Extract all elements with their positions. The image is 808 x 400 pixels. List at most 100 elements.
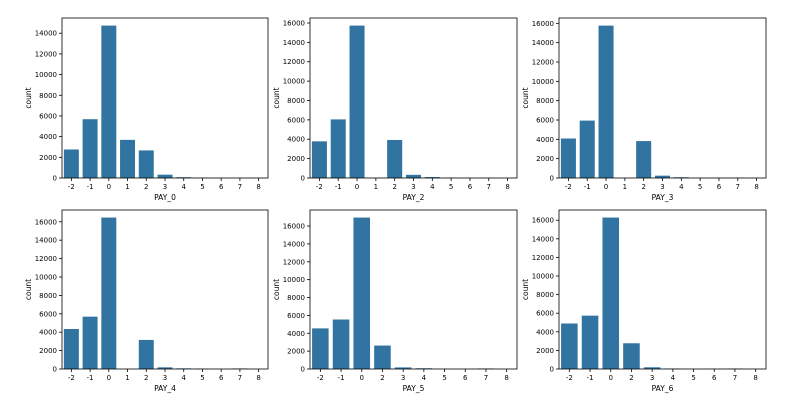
bar-3	[654, 175, 671, 178]
x-tick-label: 3	[163, 374, 167, 382]
y-tick-label: 0	[550, 175, 554, 183]
x-tick-label: 0	[355, 183, 359, 191]
x-tick-label: -2	[316, 183, 323, 191]
x-tick-label: 1	[623, 183, 627, 191]
chart-panel-pay-4: -2 -1 0 1 2 3 4 5 6 7 8 0 2000 4000 6000 8000 10000 12000…	[24, 209, 269, 393]
y-tick-label: 14000	[35, 30, 57, 38]
bar-0	[353, 217, 371, 369]
y-tick-label: 6000	[536, 117, 554, 125]
y-tick-label: 2000	[287, 155, 305, 163]
x-tick-label: 0	[107, 183, 111, 191]
x-tick-label: 7	[484, 374, 488, 382]
y-tick-label: 14000	[532, 235, 554, 243]
y-tick-label: 4000	[39, 133, 57, 141]
bar-0	[349, 25, 365, 178]
bar-2	[138, 339, 154, 369]
x-tick-label: 8	[256, 374, 260, 382]
y-tick-label: 10000	[283, 78, 305, 86]
y-tick-label: 2000	[39, 154, 57, 162]
x-tick-label: 7	[733, 374, 737, 382]
y-tick-label: 2000	[287, 348, 305, 356]
x-tick-label: 5	[200, 183, 204, 191]
y-tick-label: 2000	[536, 347, 554, 355]
y-tick-label: 6000	[39, 310, 57, 318]
x-tick-label: 3	[411, 183, 415, 191]
x-tick-label: 3	[650, 374, 654, 382]
bar--2	[311, 141, 327, 178]
x-tick-label: -1	[335, 183, 342, 191]
x-tick-label: 7	[487, 183, 491, 191]
bar--1	[82, 316, 98, 369]
bar-0	[602, 217, 620, 369]
x-tick-label: 1	[125, 374, 129, 382]
x-tick-label: 6	[463, 374, 468, 382]
x-tick-label: -2	[68, 183, 75, 191]
x-tick-label: 7	[238, 374, 242, 382]
x-tick-label: 4	[181, 183, 186, 191]
y-tick-label: 10000	[532, 273, 554, 281]
y-tick-label: 0	[550, 366, 554, 374]
y-tick-label: 4000	[39, 329, 57, 337]
y-tick-label: 0	[53, 175, 57, 183]
x-tick-label: 4	[671, 374, 676, 382]
x-axis-label: PAY_0	[154, 193, 176, 202]
x-tick-label: 5	[449, 183, 453, 191]
bar-0	[101, 25, 117, 178]
y-tick-label: 16000	[532, 217, 554, 225]
bar-4	[424, 177, 440, 178]
y-tick-label: 12000	[532, 254, 554, 262]
chart-panel-pay-6: -2 -1 0 2 3 4 5 6 7 8 0 2000 4000 6000 8000 10000 12000 1…	[521, 209, 767, 393]
x-tick-label: 4	[422, 374, 427, 382]
bar-0	[101, 217, 117, 369]
axes-frame	[558, 209, 767, 370]
y-tick-label: 2000	[39, 347, 57, 355]
y-tick-label: 6000	[287, 116, 305, 124]
x-tick-label: 4	[181, 374, 186, 382]
x-tick-label: 2	[380, 374, 384, 382]
y-tick-label: 8000	[536, 291, 554, 299]
bar-2	[374, 345, 391, 369]
bar--2	[63, 149, 79, 178]
x-tick-label: 5	[442, 374, 446, 382]
x-tick-label: 8	[754, 183, 758, 191]
x-tick-label: 8	[505, 183, 509, 191]
x-tick-label: 0	[360, 374, 364, 382]
bar-2	[138, 150, 154, 178]
x-tick-label: 8	[256, 183, 260, 191]
x-tick-label: -1	[338, 374, 345, 382]
y-tick-label: 8000	[287, 97, 305, 105]
y-tick-label: 8000	[39, 92, 57, 100]
y-tick-label: 6000	[287, 312, 305, 320]
x-tick-label: 5	[200, 374, 204, 382]
x-tick-label: 7	[736, 183, 740, 191]
x-tick-label: 6	[219, 374, 224, 382]
x-tick-label: 1	[125, 183, 129, 191]
y-tick-label: 10000	[283, 276, 305, 284]
x-tick-label: 0	[604, 183, 608, 191]
x-axis-label: PAY_5	[403, 384, 425, 393]
y-tick-label: 14000	[532, 39, 554, 47]
bar--2	[560, 138, 576, 178]
x-tick-label: -2	[565, 183, 572, 191]
x-tick-label: 0	[609, 374, 613, 382]
y-tick-label: 12000	[35, 255, 57, 263]
y-tick-label: 10000	[532, 78, 554, 86]
y-tick-label: 4000	[536, 328, 554, 336]
x-tick-label: 5	[698, 183, 702, 191]
x-tick-label: -1	[87, 374, 94, 382]
bar-3	[394, 367, 412, 369]
y-axis-label: count	[521, 279, 530, 300]
y-axis-label: count	[24, 279, 33, 300]
bar-1	[120, 139, 136, 178]
y-axis-label: count	[24, 87, 33, 108]
bar-3	[157, 174, 173, 178]
x-tick-label: 6	[712, 374, 717, 382]
x-tick-label: 8	[504, 374, 508, 382]
x-tick-label: 3	[660, 183, 664, 191]
x-tick-label: -2	[68, 374, 75, 382]
x-tick-label: 7	[238, 183, 242, 191]
bar--1	[581, 315, 599, 369]
y-tick-label: 0	[53, 366, 57, 374]
y-tick-label: 16000	[283, 223, 305, 231]
